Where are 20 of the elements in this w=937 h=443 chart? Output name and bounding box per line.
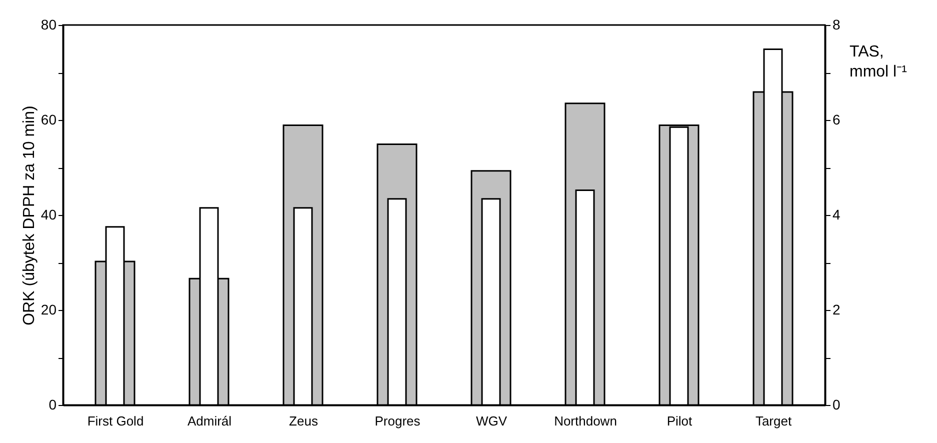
y2-tick-label: 4: [832, 206, 840, 222]
y2-tick-label: 6: [832, 112, 840, 128]
x-tick-label: First Gold: [87, 414, 144, 428]
x-tick-label: Progres: [374, 414, 421, 428]
x-tick-label: Zeus: [289, 414, 318, 428]
x-tick-label: Admirál: [187, 414, 232, 428]
y2-tick-label: 2: [832, 302, 840, 318]
x-tick-label: Northdown: [554, 414, 617, 428]
y-tick-label: 80: [40, 16, 57, 32]
y-axis-title: ORK (úbytek DPPH za 10 min): [20, 106, 38, 326]
y-tick-label: 60: [40, 112, 57, 128]
y2-tick-label: 0: [832, 396, 840, 412]
y-tick-label: 40: [40, 206, 57, 222]
y-tick-label: 0: [48, 396, 57, 412]
y-tick-label: 20: [40, 302, 57, 318]
x-tick-label: WGV: [476, 414, 508, 428]
y2-axis-title: TAS, mmol l⁻¹: [850, 44, 907, 80]
y2-tick-label: 8: [832, 16, 840, 32]
x-tick-label: Target: [755, 414, 792, 428]
x-tick-label: Pilot: [666, 414, 693, 428]
